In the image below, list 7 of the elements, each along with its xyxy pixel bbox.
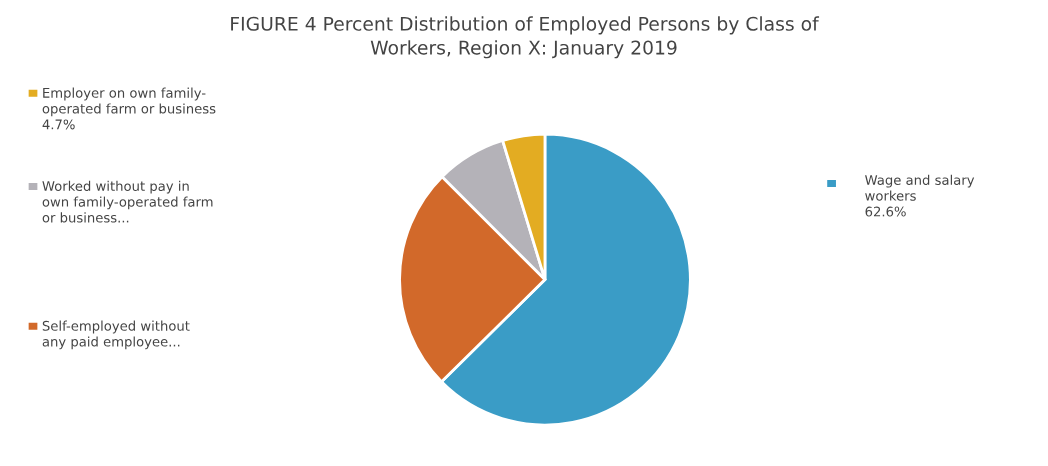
legend-label: Wage and salary workers — [865, 174, 975, 201]
legend-label: Employer on own family- operated farm or business — [42, 87, 216, 117]
legend-label: Self-employed without any paid employee... — [42, 320, 190, 350]
data-label: 62.6% — [865, 206, 906, 217]
legend-label: Worked without pay in own family-operated farm or business... — [42, 180, 213, 223]
chart-title: FIGURE 4 Percent Distribution of Employed Persons by Class of Workers, Region X: January 2019 — [231, 16, 820, 59]
data-label: 4.7% — [42, 119, 75, 130]
